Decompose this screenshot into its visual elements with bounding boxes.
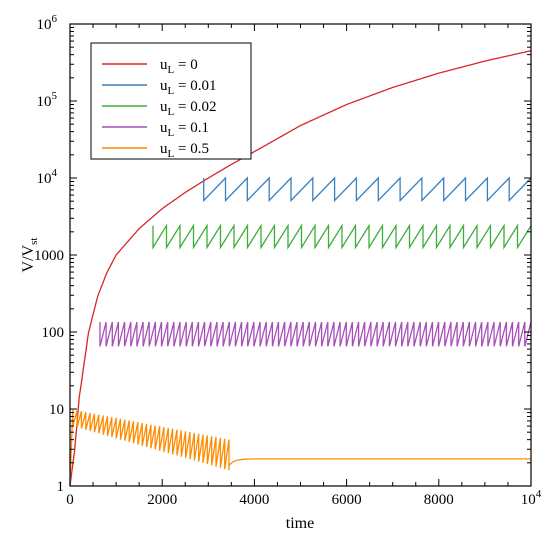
series-line-1 [203,176,532,203]
legend-label-1: uL = 0.01 [160,78,216,97]
y-tick-label: 1000 [34,248,64,264]
y-tick-label: 104 [37,167,58,187]
y-tick-label: 105 [37,90,58,110]
series-line-3 [99,321,532,347]
x-tick-label: 0 [66,492,74,508]
tick-labels: 0 2000 4000 6000 8000 104 1 10 100 1000 104 105 106 [34,13,542,508]
x-tick-label: 4000 [239,492,269,508]
y-axis-label-sub: st [28,238,40,245]
series-line-4 [69,409,531,485]
y-axis-label: V/Vst [20,238,40,273]
x-tick-label: 104 [521,488,542,508]
x-tick-label: 8000 [424,492,454,508]
series-layer [69,50,532,487]
svg-text:V/Vst: V/Vst [20,238,40,273]
legend-label-0: uL = 0 [160,57,198,76]
ticks-layer [69,23,532,487]
series-line-0 [69,50,532,487]
y-axis-label-main: V/V [20,244,37,272]
legend-label-4: uL = 0.5 [160,141,209,160]
x-tick-label: 6000 [332,492,362,508]
legend-box [90,42,252,160]
x-axis-label: time [286,515,314,532]
legend-label-3: uL = 0.1 [160,120,209,139]
y-tick-label: 1 [57,479,65,495]
y-tick-label: 100 [42,325,65,341]
series-line-2 [152,223,532,250]
legend: uL = 0 uL = 0.01 uL = 0.02 uL = 0.1 uL = 0.5 [90,42,252,160]
y-tick-label: 10 [49,402,64,418]
y-tick-label: 106 [37,13,58,33]
legend-label-2: uL = 0.02 [160,99,216,118]
x-tick-label: 2000 [147,492,177,508]
